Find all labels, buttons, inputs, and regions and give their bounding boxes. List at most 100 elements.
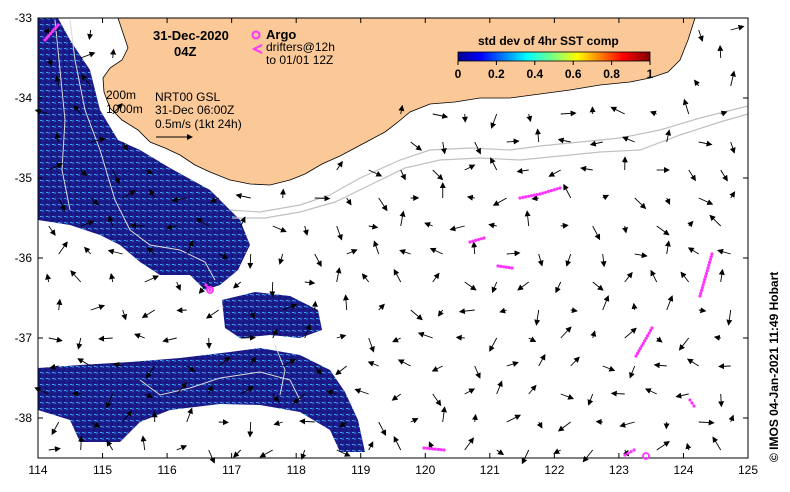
drifter-point [49,31,53,36]
drifter-point [709,255,713,259]
current-arrow [368,169,383,177]
current-arrow [58,197,66,212]
current-arrow [587,393,594,406]
current-arrow [600,253,607,268]
drifter-point [638,346,643,350]
current-arrow [205,309,219,319]
current-arrow [171,196,187,203]
drifter-point [708,260,712,264]
drifter-point [632,448,636,452]
current-arrow [560,393,575,400]
model-label: NRT00 GSL [155,90,220,104]
current-arrow [304,323,311,339]
current-arrow [397,359,411,367]
current-arrow [299,418,315,425]
drifter-point [538,192,542,196]
current-arrow [391,393,401,401]
current-arrow [140,435,147,451]
current-arrow [592,281,604,291]
svg-text:to 01/01 12Z: to 01/01 12Z [266,53,333,67]
drifter-point [626,451,630,455]
current-arrow [272,328,278,339]
current-arrow [34,108,49,115]
current-arrow [685,442,692,451]
current-arrow [440,406,447,423]
current-arrow [506,138,520,145]
current-arrow [730,70,736,87]
current-arrow [720,169,728,182]
current-arrow [392,336,401,343]
drifter-point [707,263,711,267]
current-arrow [644,388,657,395]
lon-tick-label: 116 [158,463,177,477]
current-arrow [48,336,63,343]
lon-tick-label: 125 [738,463,758,477]
current-arrow [424,222,433,228]
current-arrow [432,169,444,181]
current-arrow [335,267,342,283]
current-arrow [109,273,116,283]
drifter-point [704,272,709,276]
current-arrow [76,337,83,350]
colorbar-tick-label: 0.8 [603,67,620,81]
contours [54,19,301,401]
current-arrow [656,336,663,343]
current-arrow [499,307,507,314]
current-arrow [302,225,309,236]
current-arrow [272,393,280,403]
drifter-point [428,447,432,451]
drifter-point [700,286,705,290]
lon-tick-label: 121 [480,463,500,477]
drifter-point [439,448,443,452]
drifter-point [544,190,548,194]
current-arrow [718,393,725,408]
current-arrow [634,197,647,210]
drifter-point [700,288,704,292]
current-arrow [106,440,114,451]
current-arrow [186,240,194,255]
current-arrow [698,419,715,426]
current-arrow [534,309,541,326]
current-arrow [538,353,546,367]
drifter-point [499,264,503,268]
drifter-point [705,269,709,273]
current-arrow [432,272,440,283]
lat-tick-label: -38 [15,411,33,425]
current-arrow [314,195,331,202]
drifter-point [479,237,483,241]
current-arrow [417,331,433,339]
current-arrow [563,183,572,199]
colorbar-gradient [457,51,651,62]
lat-tick-label: -34 [15,91,33,105]
current-arrow [718,268,725,283]
current-arrow [80,51,96,59]
current-arrow [602,365,616,372]
current-arrow [314,365,322,375]
current-arrow [144,168,154,175]
current-arrow [240,386,255,395]
drifter-tracks [43,23,714,460]
model-time: 31-Dec 06:00Z [155,103,234,117]
current-arrow [361,273,370,283]
current-arrow [709,214,722,227]
current-arrow [492,197,507,206]
current-arrow [713,334,721,341]
drifter-point [702,280,706,284]
drifter-point [56,23,60,27]
current-arrow [664,197,671,205]
current-arrow [656,441,670,451]
current-arrow [536,421,543,429]
drifter-point [708,258,713,262]
lon-tick-label: 124 [673,463,693,477]
current-arrow [48,225,56,236]
lon-tick-label: 119 [351,463,370,477]
current-arrow [602,194,610,201]
current-arrow [560,222,569,229]
current-arrow [378,197,388,212]
current-arrow [247,253,254,269]
current-arrow [176,307,187,314]
colorbar: std dev of 4hr SST comp 0 0.2 0.4 0.6 0.8 1 [455,34,654,81]
current-arrow [112,103,123,115]
current-arrow [232,281,242,289]
current-arrow [440,141,447,155]
